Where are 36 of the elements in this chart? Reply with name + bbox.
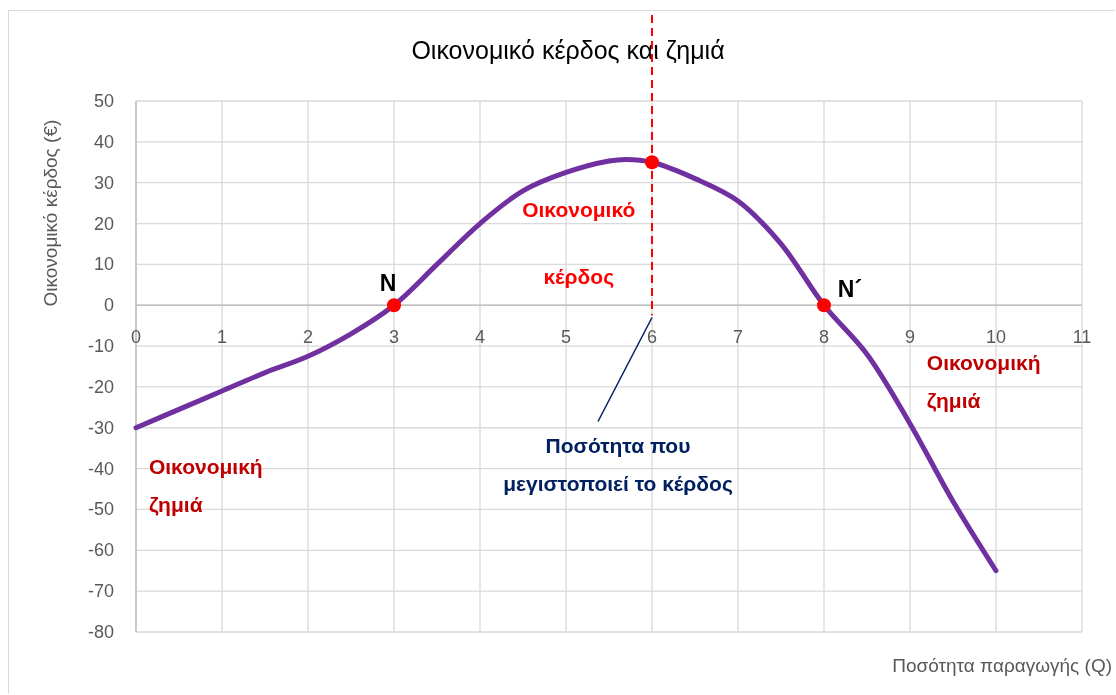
x-axis-title: Ποσότητα παραγωγής (Q): [892, 654, 1112, 676]
x-tick-label: 3: [388, 327, 400, 348]
y-tick-label: 50: [93, 91, 114, 111]
y-tick-label: 40: [93, 131, 114, 152]
y-tick-label: -70: [87, 581, 114, 602]
y-tick-label: -20: [87, 376, 114, 397]
x-tick-label: 7: [732, 327, 744, 348]
x-tick-label: 4: [474, 327, 486, 348]
x-tick-label: 10: [985, 327, 1007, 348]
annotation: Οικονομική ζημιά: [926, 350, 1041, 412]
annotation: Οικονομική ζημιά: [148, 454, 263, 516]
x-tick-label: 9: [904, 327, 916, 348]
y-tick-label: 30: [93, 172, 114, 193]
y-tick-label: -10: [87, 336, 114, 357]
x-tick-label: 2: [302, 327, 314, 348]
y-tick-label: -40: [87, 458, 114, 479]
annotation: N´: [837, 276, 863, 303]
annotation: κέρδος: [543, 264, 615, 289]
chart-title: Οικονομικό κέρδος και ζημιά: [411, 36, 725, 64]
x-tick-label: 6: [646, 327, 658, 348]
x-tick-label: 1: [216, 327, 228, 348]
x-tick-label: 8: [818, 327, 830, 348]
y-tick-label: -30: [87, 417, 114, 438]
annotation: Οικονομικό: [522, 197, 636, 221]
y-tick-label: -60: [87, 540, 114, 561]
x-tick-label: 5: [560, 327, 572, 348]
y-tick-label: 20: [93, 213, 114, 234]
annotation: N: [379, 270, 397, 297]
y-axis-title: Οικονομικό κέρδος (€): [39, 119, 61, 307]
x-tick-label: 11: [1072, 327, 1092, 348]
y-tick-label: -80: [87, 622, 114, 642]
x-tick-label: 0: [130, 327, 142, 348]
y-tick-label: -50: [87, 499, 114, 520]
annotation: Ποσότητα που μεγιστοποιεί το κέρδος: [503, 433, 733, 496]
y-tick-label: 0: [103, 295, 114, 316]
y-tick-label: 10: [93, 254, 114, 275]
